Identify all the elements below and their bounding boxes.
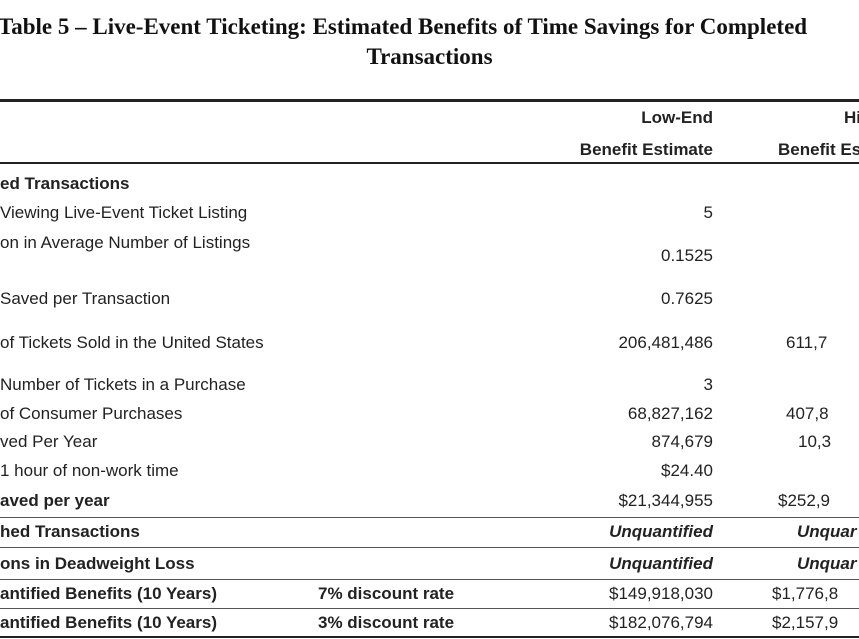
row-high-value: 10,3 <box>798 432 832 451</box>
row-label: of Tickets Sold in the United States <box>0 333 264 352</box>
row-divider <box>0 579 859 580</box>
row-low-value: 206,481,486 <box>618 333 713 352</box>
row-divider <box>0 547 859 548</box>
row-low-value: 3 <box>703 375 713 394</box>
row-high-value: 611,7 <box>786 333 828 352</box>
low-end-header-line-2: Benefit Estimate <box>579 140 713 159</box>
row-low-value: 68,827,162 <box>627 404 713 423</box>
row-low-value: Unquantified <box>609 554 713 573</box>
row-discount-rate: 3% discount rate <box>318 613 455 632</box>
row-label: ons in Deadweight Loss <box>0 554 195 573</box>
row-high-value: $252,9 <box>778 491 830 510</box>
row-label: Saved per Transaction <box>0 289 171 308</box>
row-label-total: aved per year <box>0 491 110 510</box>
row-low-value: $24.40 <box>661 461 713 480</box>
row-discount-rate: 7% discount rate <box>318 584 455 603</box>
row-low-value: $182,076,794 <box>609 613 713 632</box>
row-high-value: $2,157,9 <box>772 613 839 632</box>
row-label: Number of Tickets in a Purchase <box>0 375 246 394</box>
row-low-value: 0.7625 <box>661 289 713 308</box>
row-low-value: Unquantified <box>609 522 713 541</box>
row-label: 1 hour of non-work time <box>0 461 179 480</box>
table-title-line-1: Table 5 – Live-Event Ticketing: Estimate… <box>0 14 808 39</box>
row-divider <box>0 608 859 609</box>
table-title-line-2: Transactions <box>366 44 493 69</box>
row-low-value: $21,344,955 <box>618 491 713 510</box>
table-top-rule <box>0 99 859 102</box>
table-bottom-rule <box>0 636 859 638</box>
row-high-value: $1,776,8 <box>772 584 839 603</box>
row-label: antified Benefits (10 Years) <box>0 584 217 603</box>
row-low-value: 0.1525 <box>661 246 713 265</box>
row-divider <box>0 517 859 518</box>
row-label: of Consumer Purchases <box>0 404 183 423</box>
row-label: on in Average Number of Listings <box>0 233 251 252</box>
row-high-value: Unquar <box>797 554 857 573</box>
row-low-value: 5 <box>703 203 713 222</box>
row-label: hed Transactions <box>0 522 140 541</box>
row-high-value: Unquar <box>797 522 857 541</box>
row-label: ved Per Year <box>0 432 98 451</box>
row-label: Viewing Live-Event Ticket Listing <box>0 203 248 222</box>
row-label: antified Benefits (10 Years) <box>0 613 217 632</box>
row-low-value: 874,679 <box>651 432 713 451</box>
row-high-value: 407,8 <box>786 404 829 423</box>
header-bottom-rule <box>0 162 859 164</box>
section-label-completed-transactions: ed Transactions <box>0 174 130 193</box>
low-end-header-line-1: Low-End <box>641 108 713 127</box>
high-end-header-line-2: Benefit Es <box>778 140 859 159</box>
high-end-header-line-1: Hi <box>844 108 859 127</box>
row-low-value: $149,918,030 <box>609 584 713 603</box>
